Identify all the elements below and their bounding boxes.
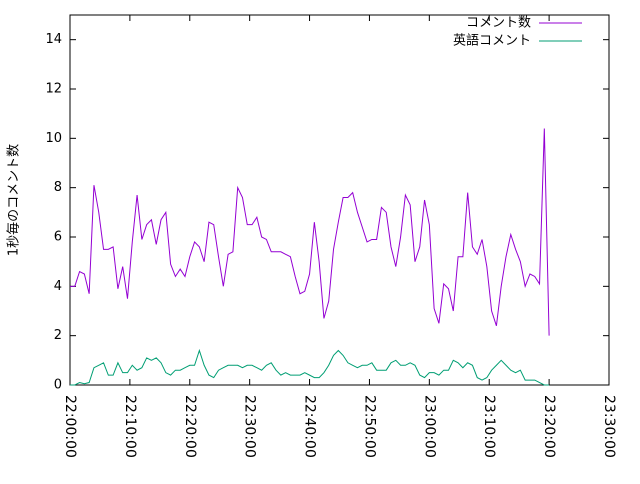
x-tick-label: 23:10:00 [481,395,497,458]
x-tick-label: 23:00:00 [421,395,437,458]
legend-label: コメント数 [466,16,531,31]
y-tick-label: 12 [45,82,62,97]
x-tick-label: 22:40:00 [302,395,318,458]
y-axis-label: 1秒毎のコメント数 [6,144,22,256]
y-tick-label: 8 [54,180,62,195]
x-tick-label: 22:10:00 [122,395,138,458]
x-tick-label: 23:30:00 [601,395,617,458]
y-tick-label: 14 [45,32,62,47]
y-tick-label: 2 [54,328,62,343]
y-tick-label: 10 [45,131,62,146]
x-tick-label: 22:30:00 [242,395,258,458]
legend-label: 英語コメント [453,33,531,49]
x-tick-label: 23:20:00 [541,395,557,458]
series-line [70,348,550,386]
y-tick-label: 4 [54,279,62,294]
y-tick-label: 6 [54,230,62,245]
series-line [70,128,550,336]
plot-frame [69,14,610,386]
x-tick-label: 22:00:00 [62,395,78,458]
x-tick-label: 22:50:00 [361,395,377,458]
x-tick-label: 22:20:00 [182,395,198,458]
y-tick-label: 0 [54,378,62,393]
